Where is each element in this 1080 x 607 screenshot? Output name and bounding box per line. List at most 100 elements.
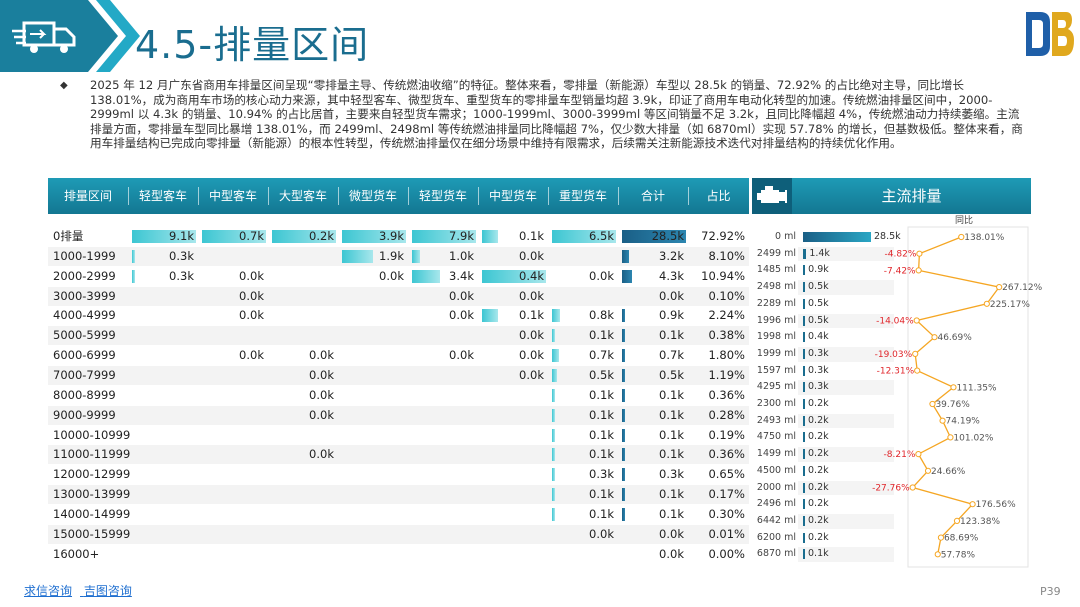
column-header: 轻型客车 xyxy=(138,189,187,203)
mainstream-row xyxy=(798,430,894,446)
cell-bar xyxy=(552,329,555,343)
table-cell: 0.36% xyxy=(708,387,745,402)
row-label: 1000-1999 xyxy=(53,248,116,263)
table-row xyxy=(48,425,749,445)
cell-bar xyxy=(132,230,196,243)
footer-link-jitu[interactable]: 吉图咨询 xyxy=(83,584,132,598)
yoy-label-value: 46.69% xyxy=(937,333,972,343)
row-label: 14000-14999 xyxy=(53,506,131,521)
table-cell: 0.1k xyxy=(589,328,614,343)
mainstream-row xyxy=(798,547,894,562)
table-row xyxy=(48,524,749,544)
header-bar: 4.5-排量区间 xyxy=(0,0,1080,72)
table-cell: 0.3k xyxy=(169,268,194,283)
table-cell: 0.0k xyxy=(239,288,264,303)
table-cell: 0.1k xyxy=(589,487,614,502)
footer-links: 求信咨询 吉图咨询 xyxy=(24,582,140,599)
column-separator xyxy=(408,187,409,205)
mainstream-bar xyxy=(803,382,805,393)
table-cell: 0.0k xyxy=(449,288,474,303)
mainstream-bar xyxy=(803,282,805,293)
table-row xyxy=(48,465,749,485)
table-row xyxy=(48,365,749,385)
row-label: 11000-11999 xyxy=(53,447,131,462)
bullet-icon: ◆ xyxy=(60,80,68,91)
displacement-label: 2289 ml xyxy=(756,297,796,309)
cell-bar xyxy=(412,269,440,283)
mainstream-bar xyxy=(803,265,806,276)
cell-bar xyxy=(202,230,266,243)
table-cell: 0.0k xyxy=(309,407,334,422)
table-row xyxy=(48,346,749,366)
mainstream-header: 主流排量 xyxy=(752,178,1031,214)
table-row xyxy=(48,385,749,405)
mainstream-bar xyxy=(803,399,805,409)
row-label: 5000-5999 xyxy=(53,328,116,343)
mainstream-value: 0.5k xyxy=(808,314,829,326)
row-label: 16000+ xyxy=(53,546,100,561)
mainstream-bar xyxy=(803,232,871,242)
table-cell: 2.24% xyxy=(708,308,745,323)
table-row xyxy=(48,246,749,266)
cell-bar xyxy=(622,309,625,323)
cell-bar xyxy=(412,249,421,263)
table-cell: 0.0k xyxy=(519,288,544,303)
cell-bar xyxy=(552,408,555,422)
cell-bar xyxy=(552,488,555,502)
table-cell: 0.0k xyxy=(659,546,684,561)
table-row xyxy=(48,306,749,326)
cell-bar xyxy=(552,230,616,243)
table-cell: 0.3k xyxy=(659,467,684,482)
table-cell: 0.1k xyxy=(659,506,684,521)
row-label: 9000-9999 xyxy=(53,407,116,422)
cell-bar xyxy=(622,249,630,263)
mainstream-value: 0.1k xyxy=(808,548,829,560)
table-cell: 0.2k xyxy=(309,229,334,243)
table-cell: 0.7k xyxy=(589,348,614,363)
yoy-point xyxy=(915,451,922,458)
yoy-point xyxy=(958,233,965,241)
table-cell: 0.1k xyxy=(589,447,614,462)
mainstream-bar xyxy=(803,482,805,493)
table-cell: 0.36% xyxy=(708,447,745,462)
table-cell: 4.3k xyxy=(659,268,684,283)
table-cell: 0.0k xyxy=(519,248,544,263)
table-cell: 0.0k xyxy=(309,348,334,363)
table-cell: 0.0k xyxy=(449,348,474,363)
footer-link-qiuxin[interactable]: 求信咨询 xyxy=(24,584,73,598)
table-cell: 0.01% xyxy=(708,526,745,541)
mainstream-bar xyxy=(803,248,807,259)
row-label: 2000-2999 xyxy=(53,268,116,283)
mainstream-bar xyxy=(803,365,805,376)
cell-bar xyxy=(622,448,625,462)
table-cell: 0.0k xyxy=(519,348,544,363)
mainstream-row xyxy=(798,313,894,329)
table-header: 排量区间 轻型客车 中型客车 大型客车 微型货车 轻型货车 中型货车 重型货车 合计 占比 xyxy=(48,178,749,214)
yoy-label-value: 24.66% xyxy=(931,467,966,477)
cell-bar xyxy=(622,269,632,283)
mainstream-row xyxy=(798,280,894,295)
table-cell: 0.0k xyxy=(309,447,334,462)
mainstream-row xyxy=(798,513,894,529)
mainstream-row xyxy=(798,463,894,479)
table-cell: 0.0k xyxy=(449,308,474,323)
mainstream-row xyxy=(798,530,894,546)
yoy-point xyxy=(924,467,932,474)
table-cell: 0.5k xyxy=(589,367,614,382)
table-cell: 7.9k xyxy=(449,229,474,243)
table-cell: 3.2k xyxy=(659,248,684,263)
truck-icon xyxy=(10,17,76,57)
mainstream-bar xyxy=(803,499,805,510)
yoy-line xyxy=(911,236,1001,555)
mainstream-row xyxy=(798,263,894,279)
mainstream-row xyxy=(798,346,894,362)
table-row xyxy=(48,544,749,564)
row-label: 4000-4999 xyxy=(53,308,116,323)
table-cell: 0.0k xyxy=(239,348,264,363)
table-cell: 0.0k xyxy=(659,288,684,303)
table-cell: 0.5k xyxy=(659,367,684,382)
row-label: 0排量 xyxy=(53,229,84,243)
mainstream-bar xyxy=(803,332,805,343)
table-cell: 0.00% xyxy=(708,546,745,561)
cell-bar xyxy=(622,408,625,422)
